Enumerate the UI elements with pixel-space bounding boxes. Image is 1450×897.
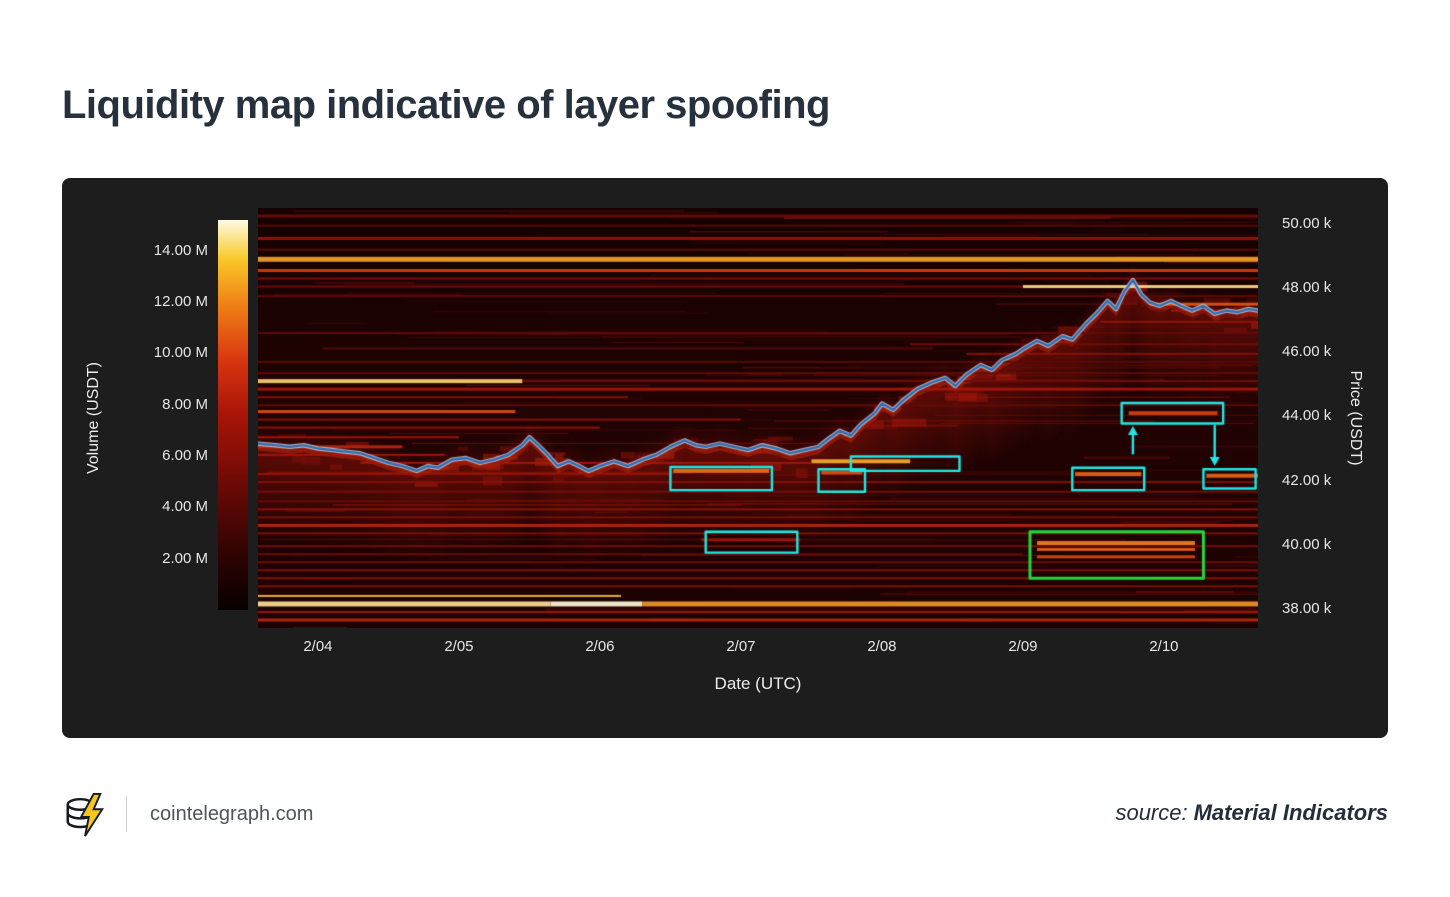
- price-tick-label: 48.00 k: [1282, 279, 1332, 297]
- footer: cointelegraph.com source: Material Indica…: [62, 790, 1388, 842]
- volume-tick-label: 4.00 M: [162, 498, 208, 516]
- volume-tick-label: 8.00 M: [162, 395, 208, 413]
- y-axis-label-volume: Volume (USDT): [85, 361, 102, 475]
- date-tick-label: 2/04: [303, 638, 333, 655]
- date-tick-label: 2/05: [444, 638, 474, 655]
- chart-panel: Volume (USDT) Price (USDT) Date (UTC) 14…: [62, 178, 1388, 738]
- price-tick-label: 46.00 k: [1282, 343, 1332, 361]
- price-tick-label: 38.00 k: [1282, 599, 1332, 617]
- volume-tick-label: 10.00 M: [153, 344, 208, 362]
- liquidity-heatmap-canvas: [258, 208, 1258, 628]
- volume-tick-label: 6.00 M: [162, 447, 208, 465]
- date-tick-label: 2/10: [1149, 638, 1179, 655]
- source-label: source:: [1115, 800, 1188, 825]
- x-axis-label-date: Date (UTC): [714, 674, 802, 693]
- footer-divider: [126, 796, 127, 832]
- date-tick-label: 2/08: [867, 638, 897, 655]
- price-tick-label: 50.00 k: [1282, 215, 1332, 233]
- date-tick-label: 2/07: [726, 638, 756, 655]
- price-tick-label: 44.00 k: [1282, 407, 1332, 425]
- site-name: cointelegraph.com: [150, 803, 314, 825]
- source-name: Material Indicators: [1193, 800, 1388, 825]
- price-tick-label: 40.00 k: [1282, 535, 1332, 553]
- volume-tick-label: 14.00 M: [153, 241, 208, 259]
- volume-tick-label: 12.00 M: [153, 293, 208, 311]
- y-axis-label-price: Price (USDT): [1347, 370, 1364, 466]
- page-title: Liquidity map indicative of layer spoofi…: [62, 82, 830, 127]
- source-attribution: source: Material Indicators: [1115, 800, 1388, 826]
- cointelegraph-logo: [66, 792, 105, 837]
- volume-tick-label: 2.00 M: [162, 549, 208, 567]
- price-tick-label: 42.00 k: [1282, 471, 1332, 489]
- date-tick-label: 2/06: [585, 638, 615, 655]
- date-tick-label: 2/09: [1008, 638, 1038, 655]
- volume-colorbar: [218, 220, 248, 610]
